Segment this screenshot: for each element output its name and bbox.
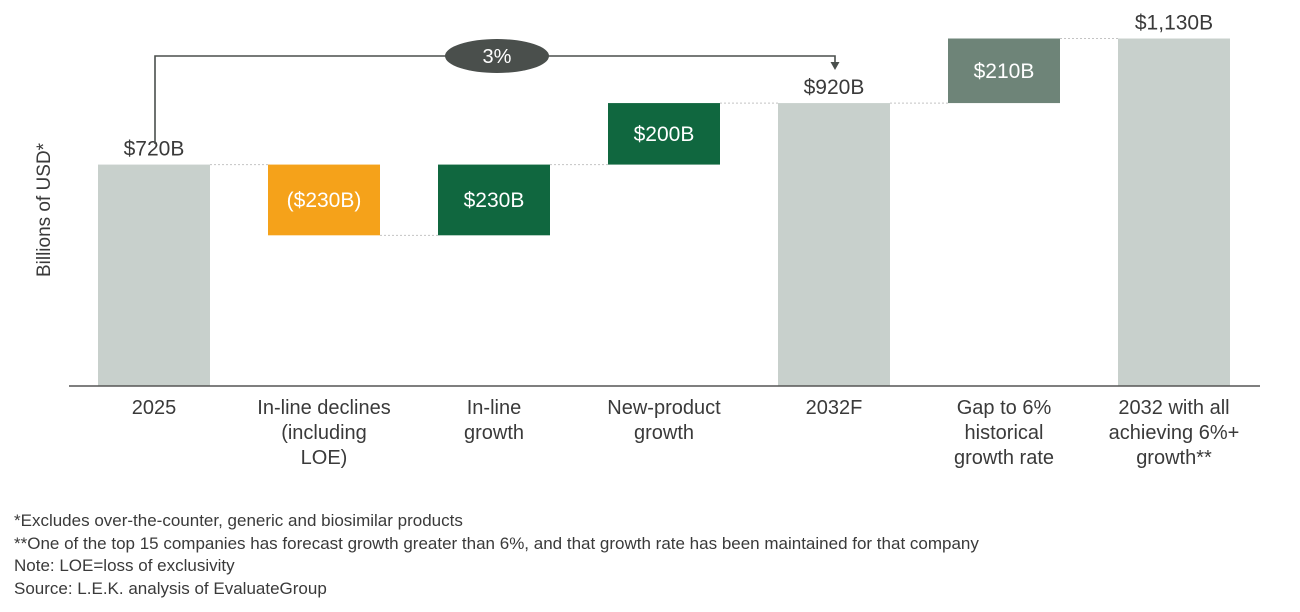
category-label-4: New-product bbox=[607, 397, 721, 419]
bar-3 bbox=[438, 164, 550, 236]
category-label-1: 2025 bbox=[132, 397, 177, 419]
category-label-6: historical bbox=[965, 422, 1044, 444]
bar-value-label-5: $920B bbox=[804, 76, 865, 99]
bars bbox=[98, 38, 1230, 386]
growth-rate-pill bbox=[445, 39, 549, 73]
bar-value-label-3: $230B bbox=[464, 189, 525, 212]
bar-value-label-2: ($230B) bbox=[287, 189, 362, 212]
bar-6 bbox=[948, 38, 1060, 104]
bar-2 bbox=[268, 164, 380, 236]
category-label-5: 2032F bbox=[806, 397, 863, 419]
footnote-excludes: *Excludes over-the-counter, generic and … bbox=[14, 511, 463, 530]
waterfall-chart: Billions of USD* $720B($230B) $230B$200B$… bbox=[34, 12, 1260, 469]
value-labels: $720B ($230B) $230B $200B $920B $210B $1,130B bbox=[124, 12, 1213, 212]
category-label-2: In-line declines bbox=[257, 397, 390, 419]
bar-5 bbox=[778, 103, 890, 386]
category-label-2: LOE) bbox=[301, 447, 348, 469]
growth-annotation: 3% bbox=[154, 39, 840, 144]
bar-value-label-4: $200B bbox=[634, 123, 695, 146]
category-label-3: In-line bbox=[467, 397, 521, 419]
footnote-note: Note: LOE=loss of exclusivity bbox=[14, 556, 235, 575]
bar-value-label-7: $1,130B bbox=[1135, 12, 1213, 35]
category-label-7: growth** bbox=[1136, 447, 1212, 469]
bar-7 bbox=[1118, 38, 1230, 386]
footnote-source: Source: L.E.K. analysis of EvaluateGroup bbox=[14, 578, 327, 598]
category-label-7: achieving 6%+ bbox=[1109, 422, 1240, 444]
bar-1 bbox=[98, 164, 210, 386]
growth-arrowhead bbox=[830, 62, 840, 70]
category-labels: 2025 In-line declines (including LOE) In-lin… bbox=[132, 397, 1240, 469]
bar-value-label-1: $720B bbox=[124, 138, 185, 161]
category-label-4: growth bbox=[634, 422, 694, 444]
category-label-6: Gap to 6% bbox=[957, 397, 1052, 419]
y-axis-label: Billions of USD* bbox=[34, 142, 55, 277]
connector-lines bbox=[210, 38, 1118, 236]
growth-rate-label: 3% bbox=[483, 46, 512, 68]
footnotes: *Excludes over-the-counter, generic and … bbox=[14, 510, 979, 600]
category-label-3: growth bbox=[464, 422, 524, 444]
category-label-6: growth rate bbox=[954, 447, 1054, 469]
category-label-2: (including bbox=[281, 422, 367, 444]
bar-4 bbox=[608, 103, 720, 165]
category-label-7: 2032 with all bbox=[1118, 397, 1229, 419]
bar-value-label-6: $210B bbox=[974, 60, 1035, 83]
footnote-top-15: **One of the top 15 companies has foreca… bbox=[14, 533, 979, 553]
